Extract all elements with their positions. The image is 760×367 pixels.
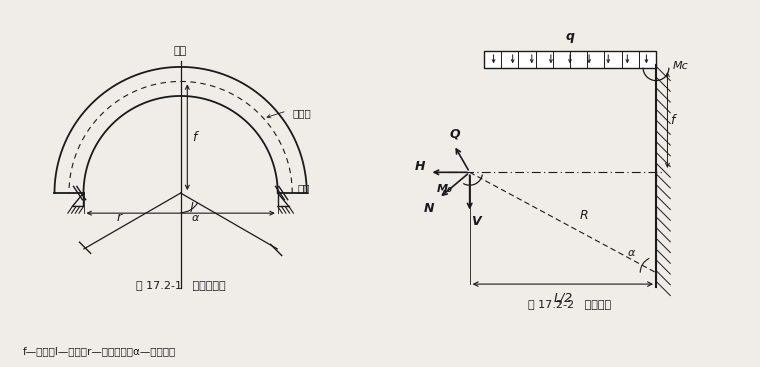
- Text: l: l: [189, 202, 193, 215]
- Text: 图 17.2-2   拱身内力: 图 17.2-2 拱身内力: [528, 299, 612, 309]
- Text: f—矢高；l—跨度；r—圆弧半径；α—半弧心角: f—矢高；l—跨度；r—圆弧半径；α—半弧心角: [23, 346, 176, 356]
- Text: N: N: [424, 203, 435, 215]
- Text: M₀: M₀: [437, 184, 453, 194]
- Text: f: f: [192, 131, 196, 144]
- Text: q: q: [565, 30, 575, 43]
- Text: H: H: [415, 160, 426, 173]
- Text: V: V: [470, 215, 480, 228]
- Text: Q: Q: [450, 128, 461, 141]
- Text: α: α: [628, 248, 635, 258]
- Text: 拱轴线: 拱轴线: [293, 109, 312, 119]
- Text: Mc: Mc: [673, 61, 689, 71]
- Bar: [484, 51, 656, 68]
- Text: f: f: [670, 113, 675, 127]
- Text: 拱顶: 拱顶: [174, 46, 187, 56]
- Text: R: R: [580, 209, 589, 222]
- Text: r: r: [117, 211, 122, 224]
- Text: α: α: [192, 212, 199, 223]
- Text: 图 17.2-1   圆弧无铰拱: 图 17.2-1 圆弧无铰拱: [136, 280, 226, 290]
- Text: L/2: L/2: [553, 291, 572, 304]
- Text: 拱脚: 拱脚: [298, 184, 310, 193]
